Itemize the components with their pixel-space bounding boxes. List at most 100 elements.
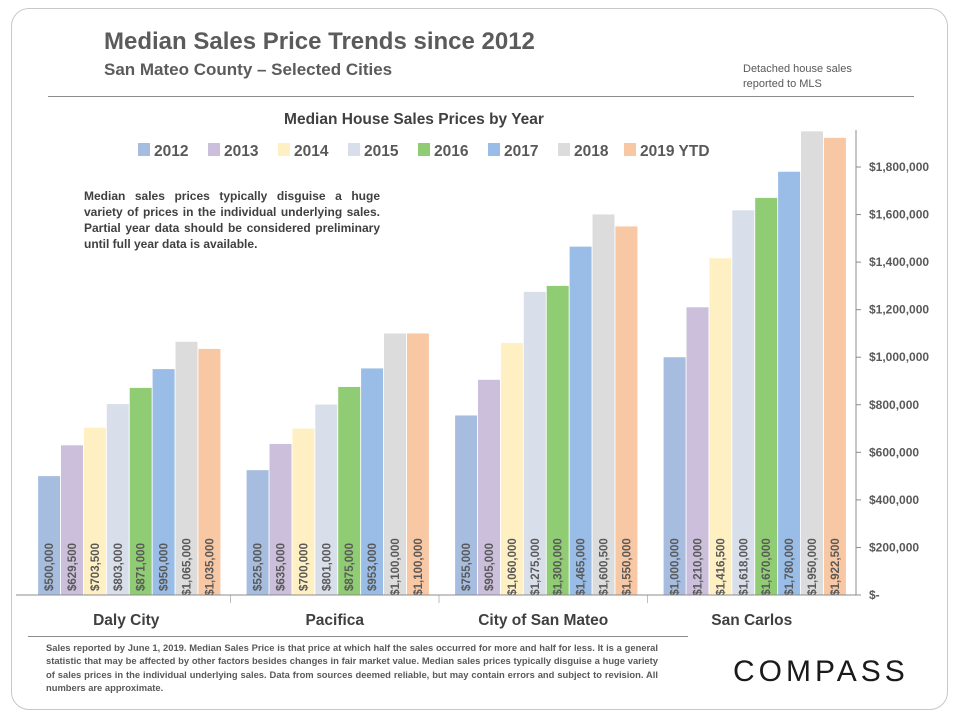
bar (61, 445, 83, 595)
bar-value-label: $875,000 (344, 543, 356, 591)
bar (709, 258, 732, 595)
legend-swatch-2018 (558, 143, 570, 156)
bar (361, 368, 384, 595)
bar-value-label: $500,000 (44, 543, 56, 591)
bar-value-label: $1,618,000 (738, 538, 750, 596)
legend-label-2012: 2012 (154, 143, 188, 160)
y-tick-label: $200,000 (869, 540, 919, 554)
category-label: Pacifica (305, 612, 364, 629)
legend-label-2014: 2014 (294, 143, 329, 160)
page-subtitle: San Mateo County – Selected Cities (104, 60, 393, 79)
bar-value-label: $953,000 (367, 543, 379, 591)
y-tick-label: $600,000 (869, 445, 919, 459)
bar-value-label: $1,780,000 (784, 538, 796, 596)
bar-value-label: $1,550,000 (621, 538, 633, 596)
bar (315, 404, 338, 595)
bar-value-label: $1,922,500 (830, 538, 842, 596)
bar-value-label: $629,500 (67, 543, 79, 591)
bar-value-label: $905,000 (484, 543, 496, 591)
bar-value-label: $755,000 (461, 543, 473, 591)
y-tick-label: $800,000 (869, 398, 919, 412)
legend-label-2017: 2017 (504, 143, 538, 160)
bar (246, 470, 269, 595)
bar-value-label: $1,060,000 (507, 538, 519, 596)
bar (478, 379, 500, 595)
bar-value-label: $1,000,000 (670, 538, 682, 596)
bar (546, 285, 569, 595)
data-source-note-line1: Detached house sales (743, 63, 852, 75)
bar-value-label: $700,000 (298, 543, 310, 591)
bar (778, 171, 801, 595)
bar-value-label: $1,035,000 (204, 538, 216, 596)
bar-value-label: $1,416,500 (715, 538, 727, 596)
compass-logo: COMPASS (733, 655, 909, 688)
chart-description: Median sales prices typically disguise a… (84, 189, 380, 251)
y-tick-label: $1,000,000 (869, 350, 929, 364)
y-tick-label: $- (869, 588, 880, 602)
bar-value-label: $1,100,000 (390, 538, 402, 596)
bar (152, 369, 175, 595)
bar-value-label: $1,275,000 (530, 538, 542, 596)
y-tick-label: $1,400,000 (869, 255, 929, 269)
bar (406, 333, 429, 595)
bar-value-label: $871,000 (136, 543, 148, 591)
header-divider (48, 96, 914, 97)
bar-value-label: $1,600,500 (599, 538, 611, 596)
bar-value-label: $525,000 (253, 543, 265, 591)
data-source-note-line2: reported to MLS (743, 78, 822, 90)
bar-value-label: $1,065,000 (182, 538, 194, 596)
y-tick-label: $1,600,000 (869, 208, 929, 222)
y-tick-label: $1,800,000 (869, 160, 929, 174)
bar (615, 226, 638, 595)
legend-swatch-2019-ytd (624, 143, 636, 156)
bar-value-label: $1,950,000 (807, 538, 819, 596)
bar (732, 210, 755, 595)
bar (592, 214, 615, 596)
bar (523, 291, 546, 595)
bar (455, 415, 478, 595)
y-tick-label: $400,000 (869, 493, 919, 507)
bar-value-label: $950,000 (159, 543, 171, 591)
category-label: City of San Mateo (478, 612, 608, 629)
bar (292, 428, 315, 595)
bar (338, 386, 361, 595)
legend-swatch-2013 (208, 143, 220, 156)
category-label: Daly City (93, 612, 160, 629)
legend-label-2018: 2018 (574, 143, 609, 160)
legend-swatch-2015 (348, 143, 360, 156)
bar (384, 333, 406, 595)
legend-swatch-2014 (278, 143, 290, 156)
legend-label-2013: 2013 (224, 143, 259, 160)
y-tick-label: $1,200,000 (869, 303, 929, 317)
bar (38, 476, 61, 595)
bar-value-label: $801,000 (321, 543, 333, 591)
footnote-divider (28, 636, 688, 637)
bar (198, 348, 221, 595)
chart-title: Median House Sales Prices by Year (284, 111, 544, 128)
bar (83, 427, 106, 595)
legend-swatch-2012 (138, 143, 150, 156)
bar (663, 357, 686, 595)
bar-value-label: $1,300,000 (553, 538, 565, 596)
bar-value-label: $1,465,000 (576, 538, 588, 596)
bar (106, 404, 129, 595)
legend-swatch-2017 (488, 143, 500, 156)
bar-value-label: $1,670,000 (761, 538, 773, 596)
bar (269, 444, 292, 595)
bar-value-label: $803,000 (113, 543, 125, 591)
bar (686, 307, 709, 595)
bar (500, 342, 523, 595)
legend-swatch-2016 (418, 143, 430, 156)
bar (175, 341, 198, 595)
legend-label-2016: 2016 (434, 143, 469, 160)
bar (569, 246, 592, 595)
bar-value-label: $635,000 (276, 543, 288, 591)
bar (129, 387, 152, 595)
bar (755, 197, 778, 595)
footnote: Sales reported by June 1, 2019. Median S… (46, 642, 658, 694)
bar-value-label: $1,100,000 (413, 538, 425, 596)
data-source-note: Detached house sales reported to MLS (743, 62, 883, 92)
bar-value-label: $1,210,000 (693, 538, 705, 596)
legend-label-2019-ytd: 2019 YTD (640, 143, 710, 160)
